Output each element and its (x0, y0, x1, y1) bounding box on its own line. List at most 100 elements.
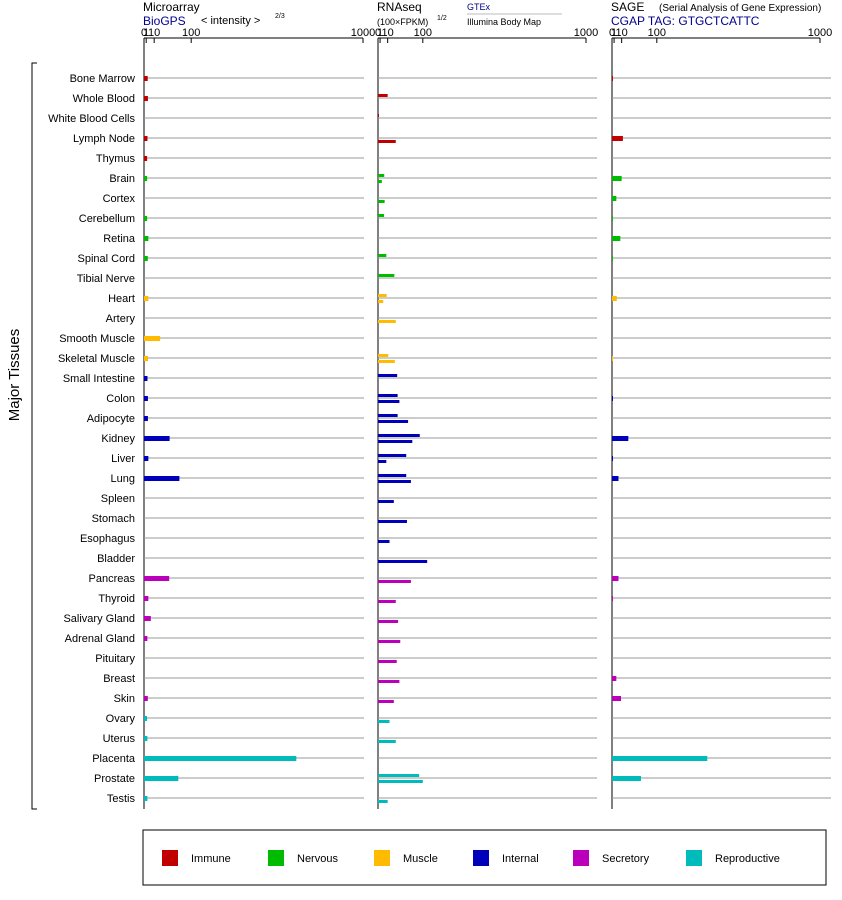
bar-sage-11 (612, 296, 617, 301)
tissue-label: Colon (106, 393, 135, 405)
y-axis-label: Major Tissues (6, 329, 23, 422)
bar-rnaseq-16 (378, 394, 398, 397)
bar-rnaseq-19 (378, 454, 407, 457)
legend: Immune Nervous Muscle Internal Secretory Repr… (162, 850, 780, 866)
bar-microarray-19 (144, 456, 149, 461)
tissue-label: Testis (107, 793, 136, 805)
bar-rnaseq-36 (378, 800, 388, 803)
bar-microarray-34 (144, 756, 297, 761)
legend-label-internal: Internal (502, 853, 539, 865)
legend-swatch-muscle (374, 850, 390, 866)
panel-microarray-tick-label: 10 (148, 27, 160, 39)
bar-sage-31 (612, 696, 621, 701)
tissue-label: Lymph Node (73, 133, 135, 145)
bar-microarray-1 (144, 96, 148, 101)
microarray-scale-exp: 2/3 (275, 13, 285, 20)
bar-rnaseq-28 (378, 640, 401, 643)
tissue-label: Pituitary (95, 653, 135, 665)
bar-rnaseq-19 (378, 460, 387, 463)
bar-rnaseq-26 (378, 600, 396, 603)
bar-rnaseq-2 (378, 114, 379, 117)
bar-rnaseq-31 (378, 700, 394, 703)
legend-label-immune: Immune (191, 853, 231, 865)
bar-rnaseq-22 (378, 520, 407, 523)
bar-rnaseq-15 (378, 374, 398, 377)
bar-microarray-5 (144, 176, 148, 181)
panel-microarray-tick-label: 0 (141, 27, 147, 39)
bar-microarray-11 (144, 296, 149, 301)
bar-rnaseq-29 (378, 660, 397, 663)
panel-rnaseq-tick-label: 0 (375, 27, 381, 39)
tissue-label: Adipocyte (87, 413, 135, 425)
rnaseq-legend-illumina: Illumina Body Map (467, 17, 541, 27)
bar-sage-25 (612, 576, 619, 581)
tissue-label: Whole Blood (73, 93, 135, 105)
rnaseq-scale-label: (100×FPKM) (377, 17, 428, 27)
tissue-label: Brain (109, 173, 135, 185)
bar-rnaseq-23 (378, 540, 390, 543)
panel-sage-tick-label: 1000 (808, 27, 832, 39)
tissue-label: Tibial Nerve (77, 273, 135, 285)
tissue-label: Spleen (101, 493, 135, 505)
legend-swatch-reproductive (686, 850, 702, 866)
tissue-label: Bladder (97, 553, 135, 565)
bar-sage-8 (612, 236, 621, 241)
bar-rnaseq-25 (378, 580, 411, 583)
bar-microarray-25 (144, 576, 170, 581)
bar-rnaseq-21 (378, 500, 394, 503)
bar-rnaseq-9 (378, 254, 387, 257)
bar-rnaseq-27 (378, 620, 399, 623)
bar-sage-0 (612, 76, 613, 81)
tissue-label: Kidney (101, 433, 135, 445)
bar-sage-35 (612, 776, 641, 781)
tissue-label: Cortex (103, 193, 136, 205)
sage-source: CGAP TAG: GTGCTCATTC (611, 14, 760, 28)
tissue-label: Adrenal Gland (65, 633, 135, 645)
tissue-label: Thymus (96, 153, 136, 165)
bar-rnaseq-18 (378, 434, 420, 437)
rnaseq-scale-exp: 1/2 (437, 15, 447, 22)
bar-microarray-27 (144, 616, 151, 621)
tissue-label: White Blood Cells (48, 113, 135, 125)
tissue-label: Spinal Cord (78, 253, 135, 265)
bar-microarray-17 (144, 416, 148, 421)
bar-rnaseq-5 (378, 174, 385, 177)
rnaseq-title: RNAseq (377, 0, 422, 14)
microarray-source: BioGPS (143, 14, 186, 28)
sage-subtitle: (Serial Analysis of Gene Expression) (659, 3, 821, 14)
legend-swatch-secretory (573, 850, 589, 866)
bar-microarray-35 (144, 776, 179, 781)
microarray-title: Microarray (143, 0, 200, 14)
panel-sage-tick-label: 10 (616, 27, 628, 39)
bar-sage-6 (612, 196, 617, 201)
bar-rnaseq-35 (378, 774, 420, 777)
tissue-rows: Bone Marrow Whole Blood White Blood Cells L… (48, 73, 831, 805)
bar-rnaseq-20 (378, 480, 411, 483)
bar-rnaseq-30 (378, 680, 400, 683)
tissue-label: Salivary Gland (63, 613, 135, 625)
tissue-label: Lung (111, 473, 135, 485)
bar-sage-20 (612, 476, 619, 481)
bar-rnaseq-35 (378, 780, 423, 783)
tissue-label: Esophagus (80, 533, 136, 545)
bar-sage-5 (612, 176, 622, 181)
bar-microarray-3 (144, 136, 148, 141)
legend-label-muscle: Muscle (403, 853, 438, 865)
bar-rnaseq-7 (378, 214, 385, 217)
bars (144, 76, 708, 803)
bar-microarray-36 (144, 796, 148, 801)
bar-sage-14 (612, 356, 613, 361)
tissue-label: Cerebellum (79, 213, 135, 225)
bar-microarray-26 (144, 596, 149, 601)
tissue-bracket (31, 62, 37, 810)
panel-sage-tick-label: 1 (611, 27, 617, 39)
bar-rnaseq-11 (378, 300, 384, 303)
bar-microarray-9 (144, 256, 148, 261)
tissue-label: Retina (103, 233, 136, 245)
tissue-label: Skeletal Muscle (58, 353, 135, 365)
tissue-label: Uterus (103, 733, 136, 745)
panel-rnaseq-tick-label: 1 (377, 27, 383, 39)
legend-swatch-nervous (268, 850, 284, 866)
bar-sage-34 (612, 756, 708, 761)
